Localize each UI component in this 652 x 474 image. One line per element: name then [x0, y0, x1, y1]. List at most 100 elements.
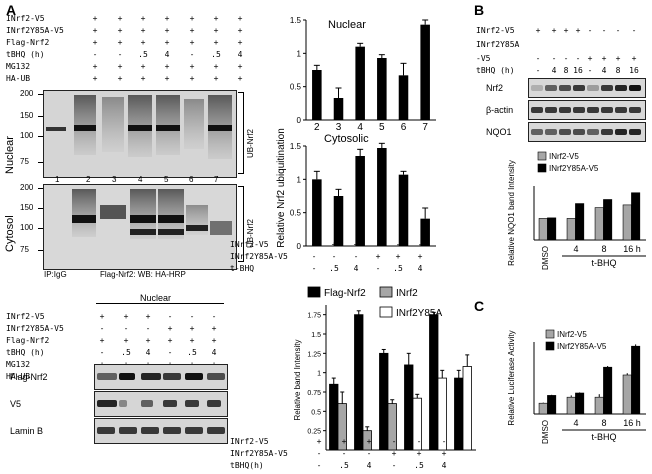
blot-band [573, 85, 585, 91]
condition-value: + [92, 62, 98, 71]
bar [594, 207, 604, 241]
blot-band [629, 107, 641, 113]
category-label: 4 [573, 244, 578, 254]
mw-tick [38, 116, 43, 117]
legend-label: INrf2Y85A-V5 [549, 164, 599, 173]
blot-band [531, 107, 543, 113]
mw-tick [38, 136, 43, 137]
a-bottom-header-line [96, 303, 224, 304]
panel-title: Cytosolic [324, 133, 369, 145]
condition-value: + [441, 449, 447, 458]
category-label: 7 [422, 122, 428, 133]
bar [398, 174, 409, 246]
chart-ylabel: Relative Luciferase Activity [507, 330, 516, 425]
condition-value: - [375, 264, 381, 273]
nuclear-label: Nuclear [4, 136, 16, 174]
legend-swatch [307, 286, 321, 298]
blot-label: Nrf2 [486, 83, 504, 93]
condition-value: + [92, 38, 98, 47]
blot-strip [94, 391, 228, 417]
blot-band [559, 85, 571, 91]
condition-value: - [311, 252, 317, 261]
condition-value: 4 [441, 461, 447, 470]
y-tick-label: 1 [317, 371, 321, 378]
legend-label: INrf2Y85A-V5 [557, 342, 607, 351]
condition-value: + [164, 38, 170, 47]
condition-label: INrf2Y85A-V5 [230, 449, 288, 458]
blot-band [559, 129, 571, 135]
condition-label: HA-UB [6, 74, 31, 83]
condition-value: + [563, 26, 569, 35]
condition-value: - [615, 26, 621, 35]
blot-band [141, 373, 161, 380]
lane-number: 2 [86, 175, 91, 184]
condition-value: + [92, 26, 98, 35]
category-label: 16 h [623, 418, 641, 428]
legend-label: INrf2-V5 [557, 330, 587, 339]
legend-swatch [537, 163, 547, 173]
condition-value: + [140, 38, 146, 47]
condition-value: - [316, 461, 322, 470]
category-label: 8 [601, 418, 606, 428]
condition-value: + [316, 437, 322, 446]
category-label: 6 [401, 122, 407, 133]
bar [355, 46, 365, 120]
blot-band [97, 373, 117, 380]
condition-value: + [237, 38, 243, 47]
condition-value: - [117, 50, 123, 59]
category-label: DMSO [541, 420, 550, 444]
y-tick-label: 1.5 [290, 16, 302, 25]
condition-value: + [237, 14, 243, 23]
a-bottom-header: Nuclear [140, 293, 172, 303]
condition-value: 4 [601, 66, 607, 75]
bar [387, 403, 397, 451]
condition-value: + [366, 437, 372, 446]
mw-tick [38, 94, 43, 95]
nuclear-ub-label: UB-Nrf2 [246, 129, 255, 158]
condition-value: - [99, 348, 105, 357]
bar [538, 402, 548, 415]
condition-label: HA-UB [6, 372, 31, 381]
y-tick-label: 0.5 [311, 409, 321, 416]
blot-band [629, 129, 641, 135]
bar [377, 58, 387, 120]
category-label: 3 [336, 122, 342, 133]
condition-value: .5 [138, 50, 148, 59]
condition-value: - [535, 66, 541, 75]
mw-marker-label: 150 [20, 203, 34, 212]
condition-value: 8 [563, 66, 569, 75]
blot-band [601, 85, 613, 91]
ip-caption: Flag-Nrf2: WB: HA-HRP [100, 270, 186, 279]
condition-value: + [417, 252, 423, 261]
condition-label: INrf2-V5 [476, 26, 515, 35]
condition-value: + [213, 74, 219, 83]
bar [631, 345, 641, 415]
legend-label: Flag-Nrf2 [324, 288, 366, 299]
nqo1-chart: Relative NQO1 band Intensity DMSO 4 8 16 h t-… [507, 151, 646, 270]
condition-value: + [117, 14, 123, 23]
chart-xlabel: t-BHQ [591, 432, 616, 442]
y-tick-label: 0.5 [290, 83, 302, 92]
bar [437, 377, 447, 451]
cytosol-label: Cytosol [4, 215, 16, 252]
condition-label: MG132 [6, 62, 31, 71]
mw-tick [38, 188, 43, 189]
condition-value: + [189, 324, 195, 333]
mw-marker-label: 200 [20, 183, 34, 192]
condition-value: 4 [551, 66, 557, 75]
blot-band [119, 400, 127, 407]
condition-value: - [316, 449, 322, 458]
condition-value: - [92, 50, 98, 59]
panel-label-c: C [474, 298, 485, 314]
blot-label: V5 [10, 399, 22, 409]
blot-band [601, 107, 613, 113]
blot-band [615, 107, 627, 113]
blot-band [163, 373, 181, 380]
bar [603, 366, 613, 415]
bar [377, 148, 387, 246]
condition-value: - [563, 54, 569, 63]
condition-value: + [416, 449, 422, 458]
bar [622, 204, 632, 241]
condition-value: + [140, 26, 146, 35]
condition-label: tBHQ(h) [230, 461, 264, 470]
